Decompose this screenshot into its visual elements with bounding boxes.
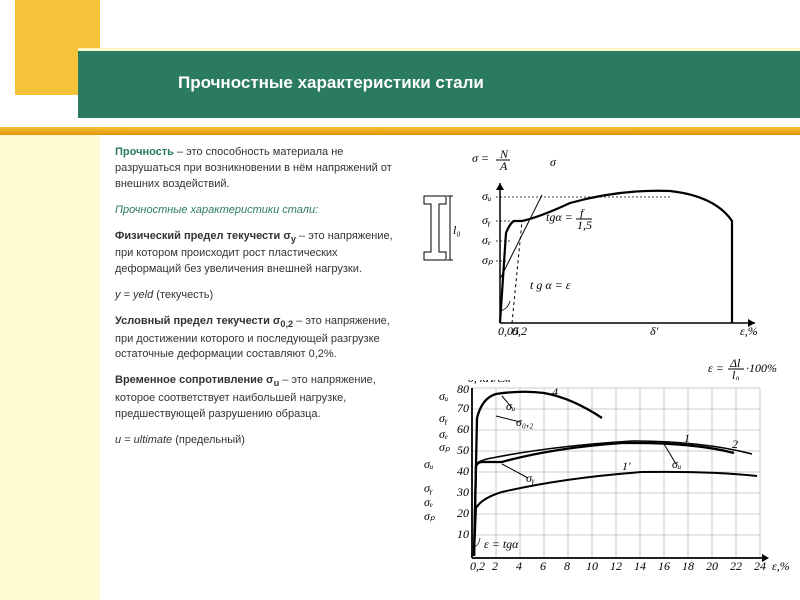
- svg-text:t g α = ε: t g α = ε: [530, 278, 571, 292]
- svg-text:σₑ: σₑ: [439, 427, 448, 441]
- svg-text:18: 18: [682, 559, 694, 573]
- svg-text:40: 40: [457, 464, 469, 478]
- svg-text:σᵧ: σᵧ: [424, 481, 433, 495]
- left-margin-stripe: [0, 135, 100, 600]
- svg-text:σᵧ: σᵧ: [482, 213, 491, 227]
- svg-text:2: 2: [492, 559, 498, 573]
- page-title: Прочностные характеристики стали: [178, 73, 484, 93]
- svg-text:12: 12: [610, 559, 622, 573]
- svg-text:30: 30: [456, 485, 469, 499]
- svg-text:1,5: 1,5: [577, 218, 592, 232]
- svg-text:δ': δ': [650, 324, 659, 338]
- svg-text:σ: σ: [550, 155, 557, 169]
- svg-text:20: 20: [457, 506, 469, 520]
- svg-text:60: 60: [457, 422, 469, 436]
- svg-text:6: 6: [540, 559, 546, 573]
- definition: Прочность – это способность материала не…: [115, 145, 405, 193]
- svg-text:2: 2: [732, 437, 738, 451]
- svg-text:24: 24: [754, 559, 766, 573]
- svg-text:14: 14: [634, 559, 646, 573]
- divider-band: [0, 127, 800, 135]
- title-band: Прочностные характеристики стали: [78, 48, 800, 118]
- sub-head: Прочностные характеристики стали:: [115, 203, 405, 219]
- svg-text:l₀: l₀: [732, 368, 740, 380]
- svg-text:1': 1': [622, 459, 631, 473]
- svg-text:l₀: l₀: [453, 223, 461, 237]
- svg-text:tgα =: tgα =: [546, 210, 573, 224]
- svg-text:0,2: 0,2: [470, 559, 485, 573]
- svg-text:50: 50: [457, 443, 469, 457]
- diagram-top: l₀ σᵤ σᵧ σₑ σₚ 0,05 0,2 δ': [420, 178, 790, 358]
- svg-text:σᵤ: σᵤ: [482, 189, 491, 203]
- svg-text:σᵤ: σᵤ: [439, 389, 448, 403]
- svg-text:·100%: ·100%: [746, 361, 777, 375]
- svg-text:ε,%: ε,%: [772, 559, 790, 573]
- svg-text:σₑ: σₑ: [482, 233, 491, 247]
- svg-text:A: A: [499, 159, 508, 173]
- svg-text:σₚ: σₚ: [482, 253, 494, 267]
- svg-text:σᵧ: σᵧ: [439, 411, 448, 425]
- ult-note: u = ultimate (предельный): [115, 433, 405, 449]
- formula-epsilon: ε = Δl l₀ ·100%: [420, 358, 790, 380]
- svg-text:σₑ: σₑ: [424, 495, 433, 509]
- svg-text:4: 4: [552, 385, 558, 399]
- body-text: Прочность – это способность материала не…: [115, 145, 405, 459]
- diagram-bottom: 10 20 30 40 50 60 70 80 σ, кН/см² σᵤ σᵧ …: [420, 380, 790, 590]
- yeld-note: y = yeld (текучесть): [115, 288, 405, 304]
- svg-text:ε,%: ε,%: [740, 324, 758, 338]
- svg-text:σᵤ: σᵤ: [424, 457, 433, 471]
- svg-text:22: 22: [730, 559, 742, 573]
- diagram-area: σ = N A σ l₀: [420, 148, 790, 588]
- svg-text:4: 4: [516, 559, 522, 573]
- svg-text:σ =: σ =: [472, 151, 489, 165]
- svg-text:σₚ: σₚ: [424, 509, 436, 523]
- svg-text:ε =: ε =: [708, 361, 724, 375]
- svg-text:16: 16: [658, 559, 670, 573]
- svg-text:0,2: 0,2: [512, 324, 527, 338]
- svg-text:10: 10: [586, 559, 598, 573]
- svg-text:70: 70: [457, 401, 469, 415]
- svg-text:8: 8: [564, 559, 570, 573]
- def-term: Прочность: [115, 146, 174, 158]
- band-top-line: [78, 48, 800, 51]
- svg-text:σ, кН/см²: σ, кН/см²: [468, 380, 515, 385]
- formula-sigma-na: σ = N A σ: [420, 148, 790, 178]
- svg-text:20: 20: [706, 559, 718, 573]
- svg-text:σₚ: σₚ: [439, 440, 451, 454]
- svg-text:10: 10: [457, 527, 469, 541]
- para-sigma-u: Временное сопротивление σu – это напряже…: [115, 373, 405, 422]
- para-sigma-02: Условный предел текучести σ0,2 – это нап…: [115, 314, 405, 363]
- para-sigma-y: Физический предел текучести σy – это нап…: [115, 229, 405, 278]
- svg-text:ε = tgα: ε = tgα: [484, 537, 519, 551]
